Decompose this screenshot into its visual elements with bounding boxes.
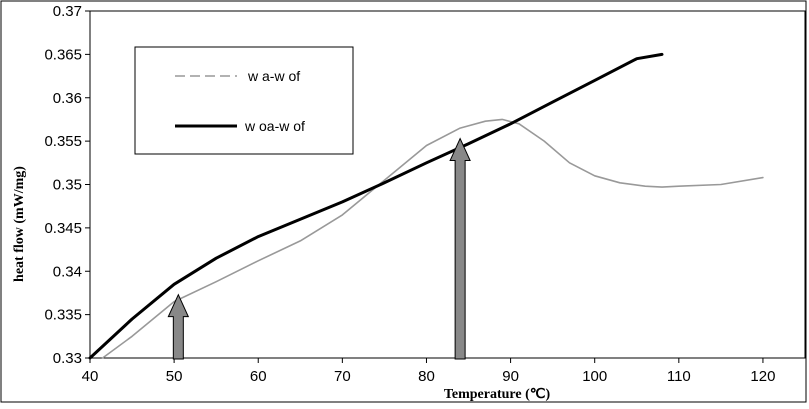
legend-label-series-1: w a-w of [247, 68, 300, 84]
y-tick-label: 0.34 [53, 263, 82, 280]
x-axis-title: Temperature (℃) [444, 387, 551, 402]
y-tick-label: 0.335 [44, 307, 82, 324]
x-tick-label: 70 [334, 368, 351, 385]
x-axis-ticks: 40 50 60 70 80 90 100 110 120 [82, 358, 775, 385]
y-tick-label: 0.37 [53, 3, 82, 20]
y-tick-label: 0.355 [44, 133, 82, 150]
y-tick-label: 0.345 [44, 220, 82, 237]
series-layer [88, 52, 764, 360]
annotation-layer [167, 137, 471, 360]
x-tick-label: 80 [418, 368, 435, 385]
y-tick-label: 0.35 [53, 177, 82, 194]
annotation-arrow-1 [167, 293, 190, 360]
y-tick-label: 0.33 [53, 350, 82, 367]
y-tick-label: 0.365 [44, 46, 82, 63]
annotation-arrow-2 [449, 137, 471, 360]
x-tick-label: 90 [502, 368, 519, 385]
x-tick-label: 50 [166, 368, 183, 385]
legend-label-series-2: w oa-w of [244, 118, 305, 134]
y-axis-title: heat flow (mW/mg) [12, 166, 27, 282]
x-tick-label: 120 [750, 368, 775, 385]
x-tick-label: 60 [250, 368, 267, 385]
legend-box [134, 46, 354, 155]
series-line-1 [101, 118, 764, 359]
y-tick-label: 0.36 [53, 90, 82, 107]
x-tick-label: 40 [82, 368, 99, 385]
legend: w a-w of w oa-w of [134, 46, 354, 155]
x-tick-label: 110 [667, 368, 691, 385]
y-axis-ticks: 0.33 0.335 0.34 0.345 0.35 0.355 0.36 0.365 0.37 [44, 3, 90, 367]
x-tick-label: 100 [582, 368, 607, 385]
series-line-2 [88, 52, 664, 360]
